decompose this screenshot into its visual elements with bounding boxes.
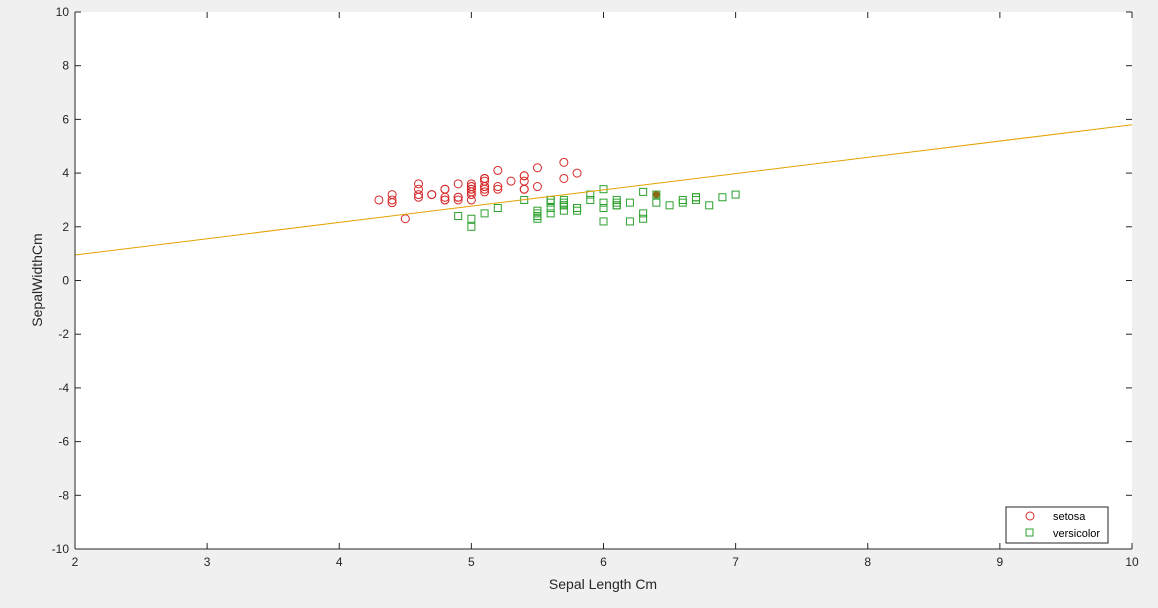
x-tick-label: 9 — [997, 555, 1004, 569]
x-tick-label: 8 — [864, 555, 871, 569]
data-point-versicolor — [665, 201, 674, 210]
data-point-versicolor — [705, 201, 714, 210]
data-point-versicolor — [546, 204, 555, 213]
data-point-versicolor — [625, 217, 634, 226]
data-point-versicolor — [639, 214, 648, 223]
data-point-setosa — [466, 187, 476, 197]
data-point-versicolor — [612, 195, 621, 204]
data-point-versicolor — [599, 204, 608, 213]
data-point-versicolor — [639, 209, 648, 218]
data-point-versicolor — [493, 204, 502, 213]
x-axis-label: Sepal Length Cm — [549, 576, 657, 592]
legend: setosa versicolor — [1005, 506, 1109, 544]
data-point-setosa — [374, 195, 384, 205]
data-point-versicolor — [454, 212, 463, 221]
data-point-versicolor — [718, 193, 727, 202]
x-tick-label: 7 — [732, 555, 739, 569]
data-point-setosa — [453, 179, 463, 189]
x-tick-label: 2 — [72, 555, 79, 569]
data-point-setosa — [493, 182, 503, 192]
data-point-setosa — [387, 195, 397, 205]
y-tick-label: -8 — [58, 488, 69, 502]
y-tick-label: 2 — [62, 220, 69, 234]
x-axis-ticks: 2 3 4 5 6 7 8 9 10 — [72, 12, 1139, 569]
data-point-versicolor — [612, 201, 621, 210]
data-point-versicolor — [467, 214, 476, 223]
data-point-setosa — [440, 192, 450, 202]
y-tick-label: -6 — [58, 435, 69, 449]
y-tick-label: 4 — [62, 166, 69, 180]
x-tick-label: 10 — [1125, 555, 1139, 569]
y-tick-label: 6 — [62, 112, 69, 126]
data-point-versicolor — [625, 198, 634, 207]
data-point-versicolor — [480, 209, 489, 218]
data-point-setosa — [480, 187, 490, 197]
data-point-versicolor — [639, 187, 648, 196]
data-point-setosa — [387, 190, 397, 200]
data-point-versicolor — [467, 222, 476, 231]
plot-background — [75, 12, 1132, 549]
data-point-versicolor — [586, 195, 595, 204]
data-point-versicolor — [599, 217, 608, 226]
plot-content — [74, 124, 1133, 256]
data-point-setosa — [453, 195, 463, 205]
data-point-setosa — [532, 182, 542, 192]
data-point-setosa — [519, 171, 529, 181]
data-point-setosa — [440, 195, 450, 205]
data-point-versicolor — [559, 201, 568, 210]
x-tick-label: 4 — [336, 555, 343, 569]
data-point-setosa — [466, 182, 476, 192]
data-point-setosa — [480, 184, 490, 194]
legend-marker-versicolor — [1025, 528, 1034, 537]
data-point-setosa — [427, 190, 437, 200]
y-tick-label: 10 — [56, 5, 70, 19]
x-tick-label: 6 — [600, 555, 607, 569]
y-axis-label: SepalWidthCm — [29, 233, 45, 326]
y-tick-label: 8 — [62, 59, 69, 73]
y-tick-label: -4 — [58, 381, 69, 395]
data-point-versicolor — [573, 206, 582, 215]
y-tick-label: -2 — [58, 327, 69, 341]
data-point-versicolor — [533, 206, 542, 215]
data-point-setosa — [572, 168, 582, 178]
legend-marker-setosa — [1025, 511, 1035, 521]
legend-label-setosa: setosa — [1053, 511, 1086, 523]
data-point-setosa — [493, 165, 503, 175]
decision-boundary-line — [74, 124, 1133, 256]
x-tick-label: 5 — [468, 555, 475, 569]
y-tick-label: 0 — [62, 274, 69, 288]
data-point-setosa — [453, 192, 463, 202]
legend-label-versicolor: versicolor — [1053, 528, 1100, 540]
data-point-setosa — [414, 190, 424, 200]
data-point-versicolor — [678, 195, 687, 204]
data-point-setosa — [480, 173, 490, 183]
data-point-versicolor — [599, 198, 608, 207]
data-point-setosa — [506, 176, 516, 186]
data-point-versicolor — [546, 209, 555, 218]
data-point-versicolor — [691, 193, 700, 202]
highlighted-point — [652, 191, 660, 199]
data-point-setosa — [519, 184, 529, 194]
data-point-versicolor — [731, 190, 740, 199]
data-point-versicolor — [559, 206, 568, 215]
x-tick-label: 3 — [204, 555, 211, 569]
data-point-versicolor — [652, 198, 661, 207]
data-point-setosa — [414, 179, 424, 189]
data-point-setosa — [532, 163, 542, 173]
legend-box — [1005, 506, 1109, 544]
data-point-setosa — [414, 184, 424, 194]
y-axis-ticks: -10 -8 -6 -4 -2 0 2 4 6 8 10 — [52, 5, 1132, 556]
data-point-setosa — [466, 184, 476, 194]
data-point-setosa — [559, 157, 569, 167]
data-point-setosa — [559, 173, 569, 183]
data-point-setosa — [493, 184, 503, 194]
y-tick-label: -10 — [52, 542, 70, 556]
